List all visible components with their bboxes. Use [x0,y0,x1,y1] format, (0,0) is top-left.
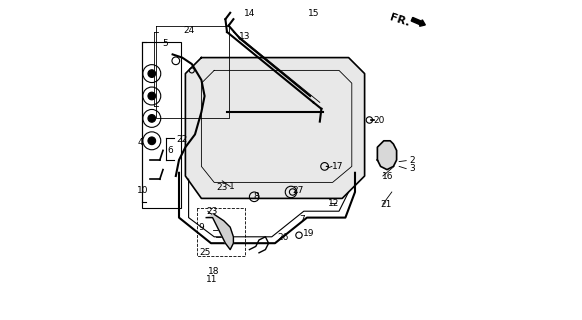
Text: 6: 6 [168,146,173,155]
Text: 21: 21 [380,200,391,209]
Text: 5: 5 [162,39,168,48]
Text: 4: 4 [137,138,143,147]
Text: 24: 24 [183,26,194,35]
Text: 26: 26 [278,233,289,242]
Text: 22: 22 [177,135,188,144]
Circle shape [148,137,155,145]
Text: 1: 1 [229,182,235,191]
Text: 23: 23 [217,183,228,192]
Text: 23: 23 [206,207,217,216]
Bar [142,42,180,208]
Text: 11: 11 [206,276,218,284]
Polygon shape [186,58,364,198]
Circle shape [148,92,155,100]
Text: 14: 14 [244,9,255,18]
Text: 7: 7 [299,215,305,224]
Text: 15: 15 [308,9,320,18]
Text: 18: 18 [208,268,219,276]
Text: 9: 9 [198,223,204,232]
Text: 27: 27 [292,186,303,195]
Polygon shape [206,214,233,250]
Text: 25: 25 [199,248,211,257]
Polygon shape [377,141,396,170]
FancyArrow shape [411,17,425,26]
Circle shape [148,70,155,77]
Text: 17: 17 [332,162,343,171]
Text: 12: 12 [328,199,339,208]
Text: 13: 13 [239,32,251,41]
Text: 20: 20 [373,116,385,124]
Text: 2: 2 [409,156,415,164]
Text: 8: 8 [254,192,260,201]
Circle shape [148,115,155,122]
Text: FR.: FR. [388,13,411,29]
Text: 19: 19 [303,229,315,238]
Text: 16: 16 [382,172,393,180]
Text: 10: 10 [137,186,148,195]
Text: 3: 3 [409,164,415,172]
